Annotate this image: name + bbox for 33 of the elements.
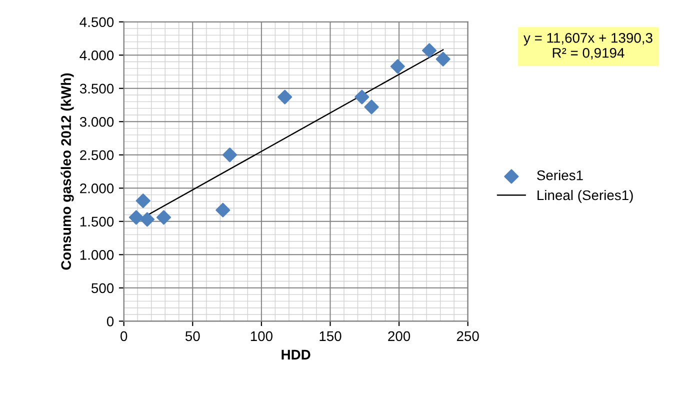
x-tick-label: 100 <box>250 331 272 342</box>
y-tick-label: 2.000 <box>80 183 114 194</box>
x-tick-label: 250 <box>456 331 479 342</box>
point <box>278 90 292 104</box>
point <box>216 202 230 218</box>
point <box>422 43 437 58</box>
point <box>364 100 379 114</box>
y-axis-title: Consumo gasóleo 2012 (kWh) <box>60 73 74 270</box>
y-tick-label: 4.500 <box>80 17 114 28</box>
y-tick-label: 500 <box>92 283 114 294</box>
x-tick-label: 150 <box>320 331 342 342</box>
y-tick-label: 4.000 <box>80 50 114 60</box>
y-tick-label: 0 <box>106 316 114 326</box>
y-tick-label: 3.000 <box>80 116 114 127</box>
y-tick-label: 1.500 <box>80 216 114 227</box>
text: y = 11,607x + 1390,3 R² = 0,9194 <box>524 32 652 60</box>
point <box>128 210 144 225</box>
y-tick-label: 2.500 <box>80 150 114 160</box>
legend-label: Series1 <box>537 170 583 180</box>
point <box>222 148 238 162</box>
y-tick-label: 3.500 <box>80 84 114 94</box>
x-tick-label: 200 <box>388 331 410 342</box>
point <box>156 210 172 225</box>
point <box>140 212 155 227</box>
x-tick-label: 50 <box>185 331 200 342</box>
point <box>136 194 150 208</box>
point <box>436 52 450 66</box>
point <box>390 59 405 74</box>
y-tick-label: 1.000 <box>80 250 114 260</box>
point <box>354 90 370 104</box>
legend-label: Lineal (Series1) <box>538 190 633 203</box>
x-axis-title: HDD <box>282 350 310 360</box>
x-tick-label: 0 <box>120 331 128 342</box>
